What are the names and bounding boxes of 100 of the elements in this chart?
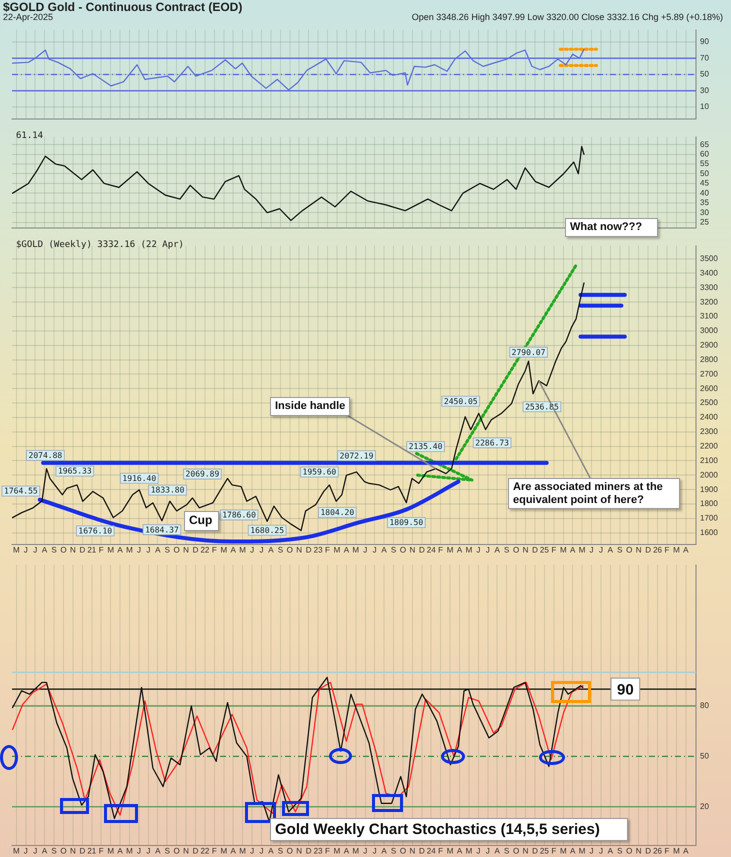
annotation: 2074.88 (28, 450, 62, 460)
chart-title: 61.14 (16, 131, 44, 141)
x-tick-label: S (504, 545, 510, 554)
annotation: 1676.10 (78, 526, 112, 536)
annotation: 1809.50 (389, 518, 424, 528)
x-tick-label: M (673, 846, 680, 856)
x-tick-label: M (560, 846, 567, 856)
x-tick-label: D (645, 545, 652, 554)
y-tick-label: 50 (700, 70, 710, 79)
y-tick-label: 65 (700, 140, 710, 149)
y-tick-label: 80 (700, 701, 710, 710)
x-tick-label: O (400, 846, 406, 856)
annotation: 1959.60 (302, 468, 336, 477)
y-tick-label: 25 (700, 218, 710, 227)
x-tick-label: A (570, 545, 576, 554)
x-tick-label: 26 (653, 846, 663, 856)
x-tick-label: J (146, 846, 150, 856)
y-tick-label: 60 (700, 150, 710, 159)
x-tick-label: J (146, 545, 150, 554)
x-tick-label: O (400, 545, 406, 554)
x-tick-label: M (220, 545, 228, 554)
x-tick-label: A (268, 846, 274, 856)
x-tick-label: S (278, 545, 284, 554)
x-tick-label: J (363, 846, 368, 856)
x-tick-label: M (220, 846, 228, 856)
x-tick-label: O (60, 846, 67, 856)
x-tick-label: 25 (540, 846, 550, 856)
x-tick-label: F (551, 545, 556, 554)
x-tick-label: S (164, 846, 170, 856)
annotation: 1786.60 (222, 510, 256, 520)
chart-title: $GOLD (Weekly) 3332.16 (22 Apr) (16, 240, 184, 250)
annotation: 1916.40 (122, 474, 156, 483)
x-tick-label: F (551, 846, 556, 856)
x-tick-label: 22 (200, 545, 210, 554)
annotation: Gold Weekly Chart Stochastics (14,5,5 series) (270, 818, 628, 842)
x-tick-label: J (260, 846, 264, 856)
y-tick-label: 3300 (700, 282, 718, 292)
x-tick-label: S (390, 545, 396, 554)
y-tick-label: 2500 (700, 398, 718, 408)
y-tick-label: 2700 (700, 369, 718, 378)
x-tick-label: M (126, 545, 134, 554)
x-tick-label: M (334, 846, 341, 856)
x-tick-label: J (363, 545, 368, 554)
x-tick-label: 21 (87, 846, 97, 856)
x-tick-label: 21 (87, 545, 97, 554)
y-tick-label: 90 (700, 37, 710, 46)
x-tick-label: A (570, 846, 576, 856)
x-tick-label: N (70, 545, 76, 554)
annotation: 1764.55 (4, 486, 38, 496)
x-tick-label: M (334, 545, 341, 554)
x-tick-label: O (60, 545, 67, 554)
y-tick-label: 1600 (700, 528, 718, 538)
x-tick-label: S (51, 545, 57, 554)
y-tick-label: 2400 (700, 412, 718, 422)
y-tick-label: 45 (700, 178, 710, 188)
x-tick-label: J (24, 846, 28, 856)
annotation: 2286.73 (475, 438, 510, 448)
x-tick-label: J (590, 846, 594, 856)
annotation: 2072.19 (340, 451, 374, 460)
x-tick-label: M (446, 545, 454, 554)
annotation: 2790.07 (512, 348, 546, 357)
y-tick-label: 3000 (700, 326, 718, 336)
x-tick-label: O (174, 846, 180, 856)
y-tick-label: 40 (700, 188, 710, 198)
y-tick-label: 50 (700, 752, 710, 761)
y-tick-label: 2100 (700, 456, 718, 465)
x-tick-label: M (126, 846, 134, 856)
x-tick-label: D (192, 846, 199, 856)
x-tick-label: N (636, 545, 642, 554)
annotation: Inside handle (270, 397, 350, 416)
x-tick-label: D (418, 545, 425, 554)
x-tick-label: A (155, 545, 162, 554)
x-tick-label: 25 (540, 545, 550, 554)
x-tick-label: O (626, 846, 632, 856)
x-tick-label: D (645, 846, 652, 856)
x-tick-label: J (136, 545, 141, 554)
x-tick-label: S (51, 846, 57, 856)
x-tick-label: D (418, 846, 425, 856)
x-tick-label: N (70, 846, 76, 856)
x-tick-label: J (598, 545, 603, 554)
x-tick-label: 24 (426, 545, 436, 554)
chart-title: $GOLD Gold - Continuous Contract (EOD) (3, 0, 242, 14)
x-tick-label: N (409, 846, 416, 856)
annotation: 1833.80 (150, 486, 185, 495)
x-tick-label: N (296, 846, 302, 856)
y-tick-label: 2000 (700, 470, 718, 480)
x-tick-label: 22 (200, 846, 210, 856)
x-tick-label: M (673, 545, 680, 554)
y-tick-label: 2600 (700, 384, 718, 393)
x-tick-label: M (578, 545, 586, 554)
x-tick-label: N (296, 545, 302, 554)
x-tick-label: S (278, 846, 284, 856)
y-tick-label: 1900 (700, 484, 718, 494)
x-tick-label: J (486, 545, 490, 554)
x-tick-label: J (486, 846, 490, 856)
x-tick-label: M (239, 545, 246, 554)
x-tick-label: J (598, 846, 603, 856)
x-tick-label: F (438, 846, 444, 856)
x-tick-label: A (608, 846, 614, 856)
x-tick-label: N (522, 846, 529, 856)
